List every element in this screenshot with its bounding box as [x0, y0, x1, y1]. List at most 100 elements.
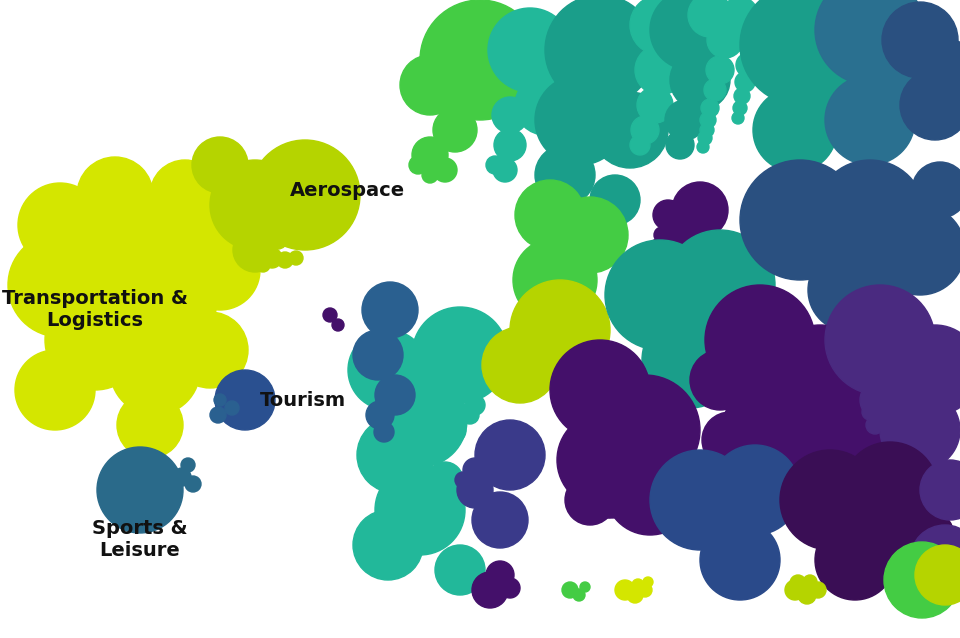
Circle shape — [590, 375, 700, 485]
Circle shape — [486, 156, 504, 174]
Circle shape — [594, 482, 630, 518]
Circle shape — [615, 580, 635, 600]
Circle shape — [438, 416, 466, 444]
Text: Sports &
Leisure: Sports & Leisure — [92, 519, 188, 561]
Circle shape — [670, 264, 686, 280]
Circle shape — [700, 123, 714, 137]
Circle shape — [420, 0, 540, 120]
Circle shape — [825, 75, 915, 165]
Circle shape — [611, 481, 639, 509]
Circle shape — [661, 241, 683, 263]
Circle shape — [125, 180, 225, 280]
Circle shape — [880, 390, 960, 470]
Circle shape — [722, 382, 818, 478]
Circle shape — [790, 400, 890, 500]
Circle shape — [513, 238, 597, 322]
Circle shape — [256, 258, 270, 272]
Circle shape — [691, 231, 709, 249]
Circle shape — [825, 285, 935, 395]
Circle shape — [535, 145, 595, 205]
Circle shape — [670, 50, 730, 110]
Circle shape — [868, 48, 932, 112]
Circle shape — [605, 240, 715, 350]
Circle shape — [706, 56, 734, 84]
Circle shape — [565, 475, 615, 525]
Circle shape — [815, 160, 925, 270]
Circle shape — [740, 0, 860, 105]
Circle shape — [627, 587, 643, 603]
Circle shape — [173, 468, 191, 486]
Circle shape — [702, 412, 758, 468]
Circle shape — [735, 72, 755, 92]
Circle shape — [661, 261, 675, 275]
Circle shape — [884, 542, 960, 618]
Circle shape — [463, 458, 487, 482]
Circle shape — [233, 228, 277, 272]
Circle shape — [433, 158, 457, 182]
Circle shape — [427, 462, 463, 498]
Circle shape — [192, 137, 248, 193]
Circle shape — [665, 100, 705, 140]
Circle shape — [810, 70, 870, 130]
Circle shape — [798, 586, 816, 604]
Circle shape — [374, 422, 394, 442]
Circle shape — [912, 162, 960, 218]
Circle shape — [289, 251, 303, 265]
Circle shape — [880, 420, 900, 440]
Circle shape — [214, 394, 226, 406]
Circle shape — [890, 325, 960, 415]
Circle shape — [465, 395, 485, 415]
Circle shape — [735, 25, 765, 55]
Circle shape — [815, 520, 895, 600]
Circle shape — [77, 157, 153, 233]
Circle shape — [172, 312, 248, 388]
Circle shape — [362, 282, 418, 338]
Circle shape — [323, 308, 337, 322]
Circle shape — [400, 55, 460, 115]
Circle shape — [494, 129, 526, 161]
Circle shape — [181, 458, 195, 472]
Circle shape — [910, 525, 960, 595]
Circle shape — [488, 8, 572, 92]
Circle shape — [925, 40, 960, 90]
Circle shape — [557, 412, 653, 508]
Circle shape — [461, 406, 479, 424]
Circle shape — [710, 445, 800, 535]
Circle shape — [409, 156, 427, 174]
Circle shape — [649, 239, 667, 257]
Circle shape — [654, 227, 670, 243]
Circle shape — [493, 158, 517, 182]
Circle shape — [348, 330, 428, 410]
Circle shape — [680, 238, 704, 262]
Circle shape — [550, 340, 650, 440]
Circle shape — [745, 5, 775, 35]
Circle shape — [15, 350, 95, 430]
Circle shape — [734, 88, 750, 104]
Circle shape — [210, 407, 226, 423]
Circle shape — [545, 0, 655, 105]
Circle shape — [375, 465, 465, 555]
Circle shape — [455, 472, 471, 488]
Circle shape — [643, 577, 653, 587]
Circle shape — [698, 131, 712, 145]
Circle shape — [8, 233, 112, 337]
Circle shape — [332, 319, 344, 331]
Circle shape — [842, 442, 938, 538]
Circle shape — [472, 492, 528, 548]
Circle shape — [666, 131, 694, 159]
Circle shape — [733, 101, 747, 115]
Circle shape — [637, 87, 673, 123]
Circle shape — [705, 285, 815, 395]
Circle shape — [665, 212, 691, 238]
Circle shape — [475, 420, 545, 490]
Circle shape — [482, 327, 558, 403]
Circle shape — [412, 137, 448, 173]
Circle shape — [765, 325, 875, 435]
Circle shape — [745, 375, 775, 405]
Circle shape — [97, 447, 183, 533]
Circle shape — [510, 280, 610, 380]
Circle shape — [635, 45, 685, 95]
Circle shape — [704, 79, 726, 101]
Circle shape — [688, 0, 732, 37]
Circle shape — [45, 290, 145, 390]
